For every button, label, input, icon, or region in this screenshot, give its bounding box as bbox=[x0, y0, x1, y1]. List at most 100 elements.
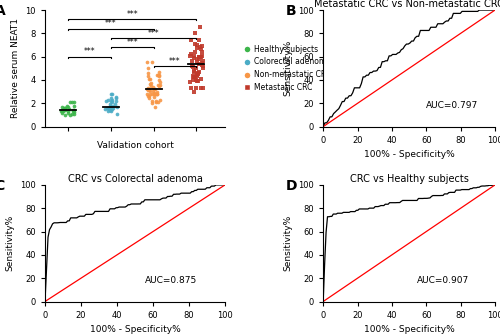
Y-axis label: Sensitivity%: Sensitivity% bbox=[284, 215, 293, 271]
Point bbox=[144, 85, 152, 90]
Point bbox=[151, 104, 159, 110]
Point bbox=[192, 42, 200, 48]
Point bbox=[194, 55, 202, 60]
Point bbox=[186, 85, 194, 91]
Point bbox=[152, 99, 160, 104]
Point bbox=[190, 68, 198, 74]
Point bbox=[70, 104, 78, 109]
Point bbox=[193, 45, 201, 50]
Text: ***: *** bbox=[126, 38, 138, 47]
Point bbox=[194, 59, 202, 65]
Point bbox=[60, 105, 68, 111]
Point bbox=[186, 79, 194, 84]
Text: AUC=0.875: AUC=0.875 bbox=[145, 276, 197, 285]
Point bbox=[190, 69, 198, 74]
Point bbox=[187, 38, 195, 43]
Point bbox=[60, 106, 68, 111]
Point bbox=[106, 105, 114, 110]
X-axis label: 100% - Specificity%: 100% - Specificity% bbox=[90, 325, 180, 334]
Point bbox=[70, 111, 78, 117]
Point bbox=[61, 107, 69, 113]
Point bbox=[153, 72, 161, 77]
Point bbox=[194, 78, 202, 83]
Point bbox=[58, 108, 66, 114]
Point bbox=[102, 106, 110, 112]
X-axis label: Validation cohort: Validation cohort bbox=[96, 141, 174, 150]
Point bbox=[144, 65, 152, 70]
Text: ***: *** bbox=[169, 57, 181, 66]
Point bbox=[66, 99, 74, 105]
Text: ***: *** bbox=[84, 47, 95, 56]
Point bbox=[144, 76, 152, 82]
Point bbox=[198, 85, 206, 90]
Point bbox=[148, 60, 156, 65]
Point bbox=[156, 80, 164, 85]
Point bbox=[108, 106, 116, 112]
Point bbox=[148, 80, 156, 86]
Point bbox=[70, 107, 78, 112]
Point bbox=[197, 76, 205, 81]
Point bbox=[188, 63, 196, 68]
Point bbox=[196, 55, 204, 60]
Point bbox=[148, 91, 156, 96]
Point bbox=[156, 83, 164, 88]
Point bbox=[150, 86, 158, 92]
Point bbox=[188, 58, 196, 63]
Point bbox=[106, 105, 114, 111]
Point bbox=[112, 95, 120, 100]
Point bbox=[153, 91, 161, 96]
Point bbox=[144, 70, 152, 75]
Point bbox=[104, 106, 112, 111]
Point bbox=[145, 93, 153, 98]
Point bbox=[58, 108, 66, 114]
Point bbox=[150, 94, 158, 100]
Point bbox=[198, 62, 206, 68]
Point bbox=[154, 83, 162, 88]
Point bbox=[192, 41, 200, 46]
Point bbox=[58, 105, 66, 110]
Point bbox=[70, 100, 78, 105]
Point bbox=[154, 77, 162, 82]
Point bbox=[108, 91, 116, 97]
Point bbox=[195, 69, 203, 75]
Point bbox=[106, 105, 114, 110]
Point bbox=[64, 110, 72, 115]
Point bbox=[112, 96, 120, 101]
Point bbox=[190, 77, 198, 82]
Point bbox=[108, 96, 116, 101]
Point bbox=[192, 85, 200, 90]
Text: ***: *** bbox=[126, 10, 138, 19]
Text: B: B bbox=[286, 4, 296, 18]
Point bbox=[109, 104, 117, 109]
Point bbox=[66, 113, 74, 118]
Point bbox=[144, 73, 152, 78]
Title: Metastatic CRC vs Non-metastatic CRC: Metastatic CRC vs Non-metastatic CRC bbox=[314, 0, 500, 9]
Text: ***: *** bbox=[148, 29, 160, 38]
Point bbox=[196, 55, 203, 60]
Point bbox=[143, 86, 151, 92]
Point bbox=[106, 108, 114, 113]
Point bbox=[150, 91, 158, 97]
Point bbox=[62, 105, 70, 110]
Point bbox=[63, 103, 71, 109]
Point bbox=[70, 110, 78, 115]
Point bbox=[186, 53, 194, 59]
Point bbox=[64, 104, 72, 110]
Point bbox=[155, 84, 163, 89]
Point bbox=[192, 77, 200, 83]
Text: AUC=0.797: AUC=0.797 bbox=[426, 101, 478, 110]
Point bbox=[58, 110, 66, 116]
Title: CRC vs Colorectal adenoma: CRC vs Colorectal adenoma bbox=[68, 174, 202, 184]
Point bbox=[198, 86, 205, 91]
Point bbox=[188, 73, 196, 79]
Point bbox=[143, 59, 151, 65]
Point bbox=[108, 99, 116, 105]
Point bbox=[153, 92, 161, 97]
Point bbox=[156, 97, 164, 102]
Point bbox=[194, 38, 202, 43]
Point bbox=[152, 89, 160, 94]
Point bbox=[147, 83, 155, 89]
Point bbox=[193, 78, 201, 83]
Point bbox=[146, 76, 154, 81]
Point bbox=[70, 107, 78, 113]
